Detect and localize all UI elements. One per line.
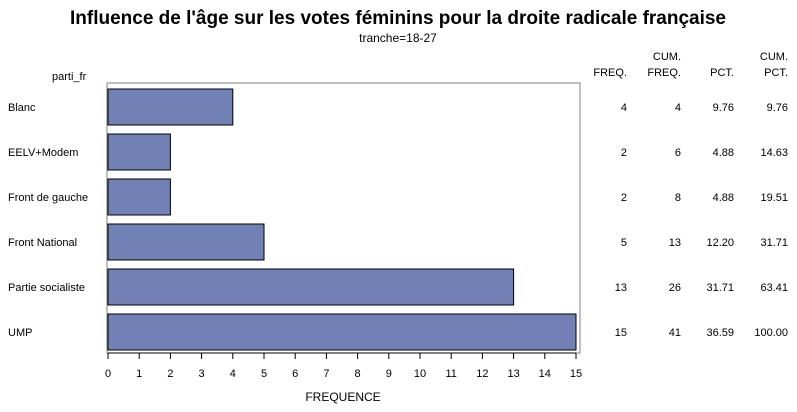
bar-eelv-modem [107,133,171,171]
table-cell: 15 [615,327,627,339]
table-cell: 63.41 [760,282,788,294]
table-cell: 4 [675,102,681,114]
x-axis-title: FREQUENCE [305,390,380,404]
category-label: Front National [8,237,77,249]
x-tick-label: 13 [507,368,519,380]
category-label: Partie socialiste [8,282,85,294]
x-tick-label: 12 [476,368,488,380]
table-cell: 36.59 [706,327,734,339]
chart-title: Influence de l'âge sur les votes féminin… [70,8,726,29]
table-cell: 13 [669,237,681,249]
category-label: Front de gauche [8,192,88,204]
x-tick-label: 3 [199,368,205,380]
table-cell: 4.88 [713,192,734,204]
bar-front-de-gauche [107,178,171,216]
x-tick-label: 2 [167,368,173,380]
table-cell: 9.76 [713,102,734,114]
table-cell: 100.00 [754,327,788,339]
x-tick-label: 4 [230,368,236,380]
table-cell: 26 [669,282,681,294]
table-cell: 9.76 [767,102,788,114]
x-tick-label: 8 [355,368,361,380]
table-header: PCT. [710,67,734,79]
category-axis-label: parti_fr [52,71,87,83]
x-tick-label: 9 [386,368,392,380]
x-tick-label: 10 [414,368,426,380]
table-cell: 14.63 [760,147,788,159]
table-cell: 13 [615,282,627,294]
table-cell: 5 [621,237,627,249]
table-cell: 8 [675,192,681,204]
table-cell: 31.71 [706,282,734,294]
table-cell: 6 [675,147,681,159]
table-cell: 12.20 [706,237,734,249]
table-header: FREQ. [593,67,627,79]
category-label: Blanc [8,102,36,114]
category-label: UMP [8,327,32,339]
table-cell: 19.51 [760,192,788,204]
x-tick-label: 5 [261,368,267,380]
x-tick-label: 7 [323,368,329,380]
table-cell: 31.71 [760,237,788,249]
bar-ump [107,313,577,351]
x-tick-label: 0 [105,368,111,380]
table-cell: 2 [621,147,627,159]
table-cell: 2 [621,192,627,204]
x-tick-label: 15 [570,368,582,380]
table-cell: 4.88 [713,147,734,159]
table-header: CUM. [653,51,681,63]
chart-subtitle: tranche=18-27 [359,31,437,45]
x-tick-label: 11 [445,368,456,380]
x-tick-label: 6 [292,368,298,380]
x-tick-label: 14 [539,368,551,380]
bar-blanc [107,88,234,126]
x-tick-label: 1 [136,368,142,380]
bar-partie-socialiste [107,268,515,306]
bar-front-national [107,223,265,261]
table-header: FREQ. [647,67,681,79]
table-header: CUM. [760,51,788,63]
table-header: PCT. [764,67,788,79]
table-cell: 4 [621,102,627,114]
category-label: EELV+Modem [8,147,78,159]
table-cell: 41 [669,327,681,339]
